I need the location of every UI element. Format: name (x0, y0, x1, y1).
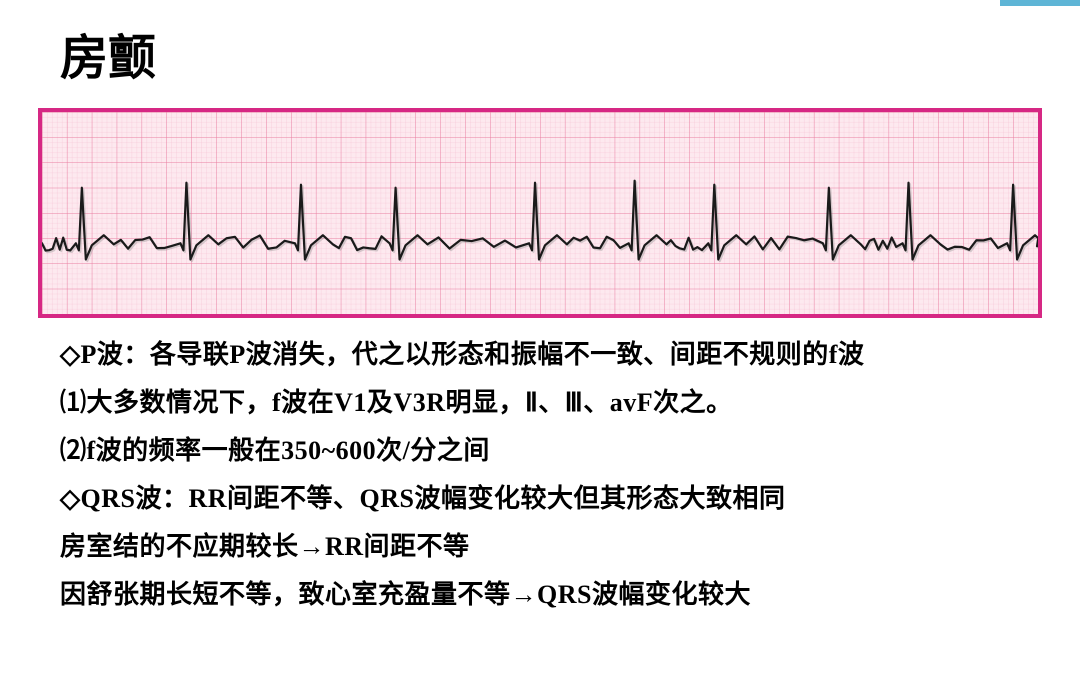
ecg-container (38, 108, 1042, 318)
note-line: 房室结的不应期较长→RR间距不等 (60, 534, 1020, 560)
note-line: ◇P波：各导联P波消失，代之以形态和振幅不一致、间距不规则的f波 (60, 342, 1020, 368)
ecg-chart (42, 112, 1038, 314)
note-line: ⑵f波的频率一般在350~600次/分之间 (60, 438, 1020, 464)
note-line: ◇QRS波：RR间距不等、QRS波幅变化较大但其形态大致相同 (60, 486, 1020, 512)
note-line: ⑴大多数情况下，f波在V1及V3R明显，Ⅱ、Ⅲ、avF次之。 (60, 390, 1020, 416)
accent-bar (1000, 0, 1080, 6)
note-line: 因舒张期长短不等，致心室充盈量不等→QRS波幅变化较大 (60, 582, 1020, 608)
slide-title: 房颤 (0, 0, 1080, 88)
notes-section: ◇P波：各导联P波消失，代之以形态和振幅不一致、间距不规则的f波 ⑴大多数情况下… (0, 318, 1080, 608)
